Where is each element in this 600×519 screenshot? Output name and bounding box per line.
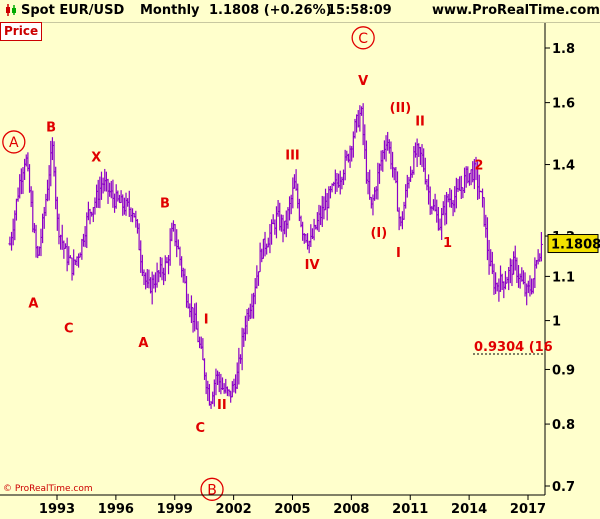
y-tick-label: 1.1 bbox=[552, 270, 575, 285]
x-tick-label: 2008 bbox=[333, 502, 369, 517]
clock-time: 15:58:09 bbox=[327, 3, 392, 18]
wave-label: (II) bbox=[390, 101, 412, 116]
wave-label: I bbox=[396, 246, 401, 261]
x-axis: 1993 1996 1999 2002 2005 2008 2011 2014 2017 bbox=[39, 495, 546, 517]
chart-type-icon bbox=[5, 3, 17, 21]
x-tick-label: 2011 bbox=[392, 502, 428, 517]
x-tick-label: 2005 bbox=[274, 502, 310, 517]
last-value: 1.1808 (+0.26%) bbox=[209, 3, 332, 18]
circled-wave-label: B bbox=[200, 477, 224, 501]
current-price-box: 1.1808 bbox=[547, 234, 600, 254]
target-level-marker: 0.9304 (16 bbox=[473, 340, 553, 355]
y-axis: 0.70.80.911.11.21.41.61.8 bbox=[545, 42, 575, 495]
current-price-label: 1.1808 bbox=[551, 238, 600, 253]
wave-label: X bbox=[91, 150, 101, 165]
timeframe: Monthly bbox=[140, 3, 200, 18]
wave-label: 1 bbox=[443, 236, 452, 251]
x-tick-label: 2014 bbox=[451, 502, 487, 517]
wave-label: III bbox=[285, 149, 300, 164]
y-tick-label: 1.4 bbox=[552, 159, 575, 174]
svg-text:A: A bbox=[9, 135, 19, 151]
target-level-label: 0.9304 (16 bbox=[474, 340, 553, 355]
current-price-box-bg bbox=[547, 234, 599, 254]
svg-text:B: B bbox=[207, 482, 217, 498]
wave-label: IV bbox=[305, 258, 320, 273]
instrument-name: Spot EUR/USD bbox=[21, 3, 125, 18]
y-tick-label: 1.8 bbox=[552, 42, 575, 57]
wave-label: II bbox=[217, 398, 227, 413]
wave-label: C bbox=[195, 421, 205, 436]
y-tick-label: 0.9 bbox=[552, 363, 575, 378]
price-bars bbox=[8, 103, 543, 409]
ohlc-bar bbox=[539, 231, 543, 262]
x-tick-label: 2002 bbox=[216, 502, 252, 517]
y-tick-label: 1 bbox=[552, 315, 561, 330]
x-tick-label: 2017 bbox=[510, 502, 546, 517]
wave-label: (I) bbox=[370, 226, 387, 241]
y-tick-label: 0.8 bbox=[552, 418, 575, 433]
wave-label: B bbox=[160, 196, 170, 211]
site-name[interactable]: www.ProRealTime.com bbox=[432, 3, 600, 18]
wave-label: A bbox=[28, 296, 38, 311]
copyright-notice: © ProRealTime.com bbox=[3, 484, 93, 494]
y-tick-label: 1.6 bbox=[552, 97, 575, 112]
wave-label: I bbox=[204, 312, 209, 327]
wave-label: A bbox=[138, 336, 148, 351]
chart-header: Spot EUR/USD Monthly 1.1808 (+0.26%) 15:… bbox=[0, 0, 600, 23]
wave-label: B bbox=[46, 120, 56, 135]
x-tick-label: 1993 bbox=[39, 502, 75, 517]
wave-label: II bbox=[415, 114, 425, 129]
y-tick-label: 0.7 bbox=[552, 480, 575, 495]
wave-label: 2 bbox=[474, 159, 483, 174]
x-tick-label: 1999 bbox=[157, 502, 193, 517]
svg-text:C: C bbox=[358, 31, 368, 47]
price-panel-label[interactable]: Price bbox=[0, 22, 43, 41]
wave-label: V bbox=[358, 74, 368, 89]
circled-wave-label: C bbox=[351, 26, 375, 50]
circled-wave-label: A bbox=[2, 130, 26, 154]
plot-background bbox=[0, 23, 545, 495]
wave-label: C bbox=[64, 322, 74, 337]
x-tick-label: 1996 bbox=[98, 502, 134, 517]
